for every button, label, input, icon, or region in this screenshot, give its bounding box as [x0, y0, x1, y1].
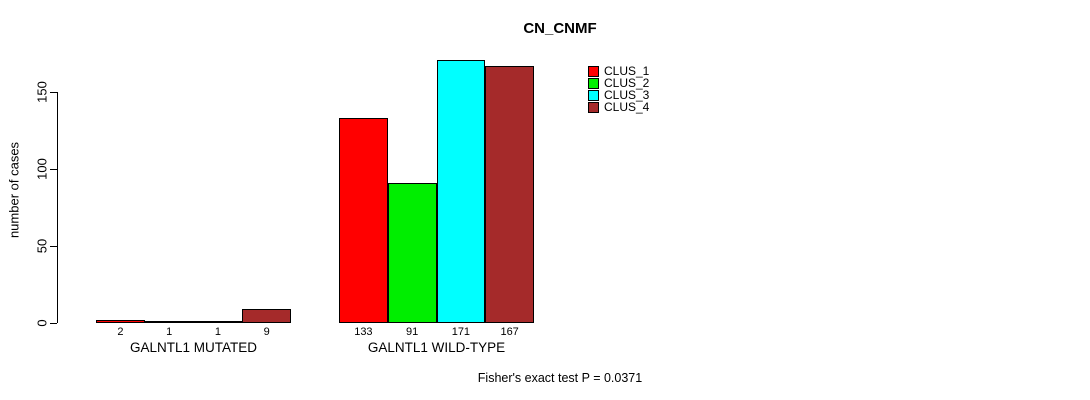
legend-item-CLUS_2: CLUS_2: [588, 76, 650, 90]
y-axis-tick-label: 0: [34, 319, 50, 327]
footnote-fisher-test: Fisher's exact test P = 0.0371: [477, 371, 643, 385]
bar-value-label: 2: [117, 326, 124, 338]
x-axis-group-label: GALNTL1 MUTATED: [129, 340, 258, 355]
bar-value-label: 91: [406, 326, 419, 338]
legend-swatch-CLUS_2: [588, 77, 599, 89]
y-axis-tick: [50, 169, 57, 170]
bar-CLUS_3-group2: [436, 60, 486, 323]
y-axis-tick: [50, 246, 57, 247]
y-axis-tick-label: 50: [34, 238, 50, 254]
bar-value-label: 9: [263, 326, 270, 338]
legend-item-CLUS_1: CLUS_1: [588, 64, 650, 78]
y-axis-tick: [50, 323, 57, 324]
legend-label: CLUS_3: [604, 88, 650, 102]
bar-CLUS_4-group1: [242, 309, 291, 323]
legend-label: CLUS_2: [604, 76, 650, 90]
legend: CLUS_1 CLUS_2 CLUS_3 CLUS_4: [588, 64, 650, 114]
legend-label: CLUS_4: [604, 100, 650, 114]
y-axis-tick: [50, 92, 57, 93]
y-axis-line: [57, 92, 58, 323]
bar-CLUS_1-group1: [96, 320, 145, 323]
bar-CLUS_1-group2: [339, 118, 388, 323]
y-axis-title: number of cases: [6, 141, 22, 239]
bar-CLUS_2-group2: [387, 183, 437, 323]
legend-item-CLUS_3: CLUS_3: [588, 88, 650, 102]
x-axis-group-label: GALNTL1 WILD-TYPE: [367, 340, 506, 355]
bar-value-label: 171: [451, 326, 471, 338]
bar-value-label: 1: [166, 326, 173, 338]
bar-value-label: 1: [214, 326, 221, 338]
bar-value-label: 167: [500, 326, 519, 338]
chart-title: CN_CNMF: [523, 20, 597, 37]
bar-value-label: 133: [354, 326, 373, 338]
bar-CLUS_3-group1: [193, 321, 243, 323]
legend-swatch-CLUS_3: [588, 89, 599, 101]
legend-label: CLUS_1: [604, 64, 650, 78]
legend-item-CLUS_4: CLUS_4: [588, 100, 650, 114]
bar-CLUS_4-group2: [485, 66, 534, 323]
bar-CLUS_2-group1: [144, 321, 194, 323]
legend-swatch-CLUS_1: [588, 65, 599, 77]
legend-swatch-CLUS_4: [588, 101, 599, 113]
y-axis-tick-label: 100: [34, 158, 50, 180]
y-axis-tick-label: 150: [34, 81, 50, 103]
